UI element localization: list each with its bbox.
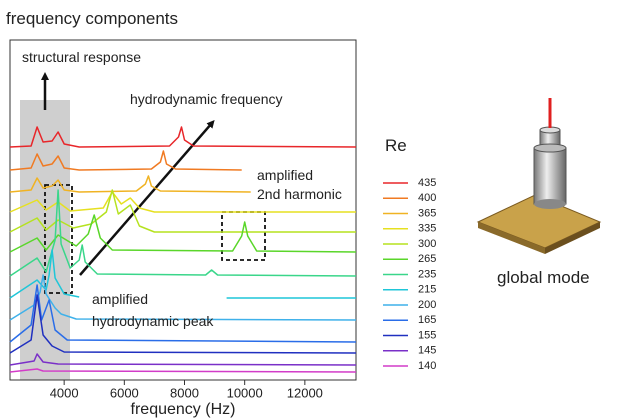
- legend-label: 165: [418, 314, 436, 326]
- x-tick-label: 6000: [110, 385, 139, 400]
- legend-label: 365: [418, 207, 436, 219]
- legend-label: 235: [418, 268, 436, 280]
- legend-label: 335: [418, 223, 436, 235]
- legend-label: 200: [418, 299, 436, 311]
- spectrum-line: [9, 189, 356, 233]
- legend-label: 265: [418, 253, 436, 265]
- spectrum-line: [9, 368, 357, 373]
- legend-label: 145: [418, 345, 436, 357]
- legend-label: 140: [418, 360, 436, 372]
- annotation: structural response: [22, 49, 141, 65]
- legend-title: Re: [385, 136, 407, 155]
- chart-title: frequency components: [6, 9, 178, 28]
- spectrum-line: [9, 284, 357, 343]
- spectrum-line: [9, 126, 357, 148]
- legend-label: 435: [418, 177, 436, 189]
- legend-label: 215: [418, 284, 436, 296]
- spectrum-line: [9, 175, 251, 193]
- legend-label: 300: [418, 238, 436, 250]
- spectrum-line: [9, 150, 242, 171]
- legend-label: 400: [418, 192, 436, 204]
- annotation: 2nd harmonic: [257, 186, 342, 202]
- spectrum-line: [9, 294, 357, 354]
- x-tick-label: 10000: [227, 385, 263, 400]
- spectrum-line: [9, 214, 357, 253]
- spectrum-line: [9, 189, 357, 277]
- annotation: hydrodynamic peak: [92, 313, 214, 329]
- spectrum-line: [9, 191, 356, 213]
- spectrum-line: [9, 353, 357, 366]
- x-tick-label: 4000: [50, 385, 79, 400]
- device-illustration: [476, 98, 602, 254]
- annotation: amplified: [257, 167, 313, 183]
- x-tick-label: 8000: [170, 385, 199, 400]
- dashed-box: [44, 184, 73, 294]
- annotation: hydrodynamic frequency: [130, 91, 283, 107]
- plot-frame: [9, 39, 357, 381]
- dashed-box: [221, 211, 266, 261]
- annotation: amplified: [92, 291, 148, 307]
- x-tick-label: 12000: [287, 385, 323, 400]
- x-axis-label: frequency (Hz): [131, 401, 236, 418]
- annotation: global mode: [497, 268, 590, 287]
- spectrum-line: [9, 249, 356, 299]
- legend-label: 155: [418, 329, 436, 341]
- frequency-arrow: [79, 119, 215, 276]
